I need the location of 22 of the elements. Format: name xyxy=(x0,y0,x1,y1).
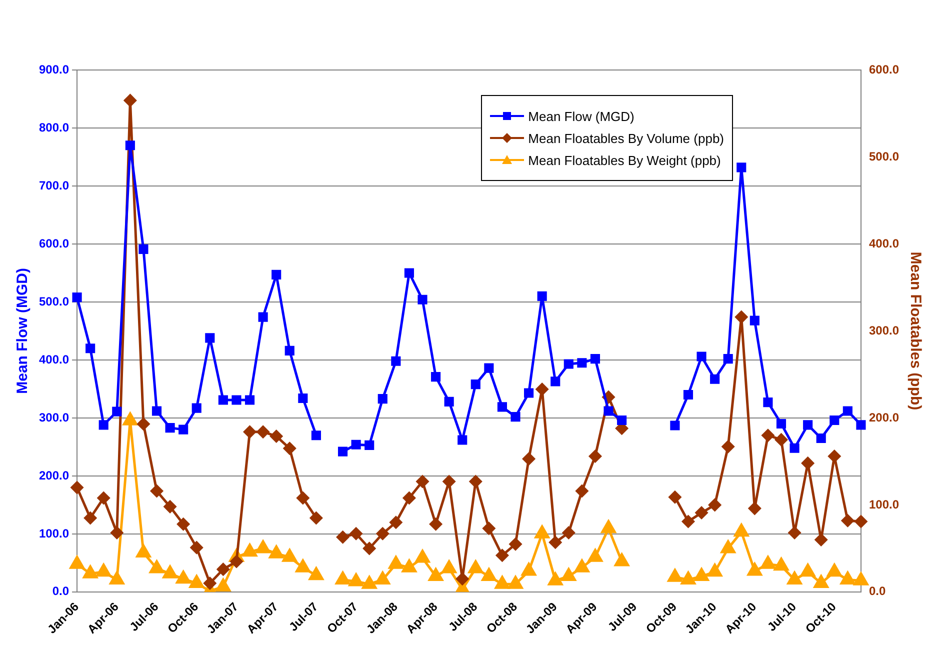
y-tick-label: 600.0 xyxy=(39,236,70,250)
y-tick-label: 700.0 xyxy=(39,178,70,192)
y-tick-label: 400.0 xyxy=(39,352,70,366)
y2-tick-label: 200.0 xyxy=(868,410,900,424)
y-tick-label: 900.0 xyxy=(39,62,70,76)
legend-label: Mean Floatables By Volume (ppb) xyxy=(528,130,724,146)
y-tick-label: 800.0 xyxy=(39,120,70,134)
y2-tick-label: 300.0 xyxy=(868,323,900,338)
y2-tick-label: 0.0 xyxy=(868,584,886,598)
y2-tick-label: 600.0 xyxy=(868,62,900,76)
y-tick-label: 0.0 xyxy=(52,584,70,598)
y-tick-label: 500.0 xyxy=(39,294,70,308)
y2-tick-label: 400.0 xyxy=(868,236,900,250)
y2-tick-label: 100.0 xyxy=(868,497,900,512)
legend-label: Mean Floatables By Weight (ppb) xyxy=(528,152,721,168)
y-tick-label: 200.0 xyxy=(39,468,70,482)
legend-label: Mean Flow (MGD) xyxy=(528,108,634,124)
y2-tick-label: 500.0 xyxy=(868,149,900,164)
y-axis-title: Mean Flow (MGD) xyxy=(14,268,32,394)
y-tick-label: 100.0 xyxy=(39,526,70,540)
y2-axis-title: Mean Floatables (ppb) xyxy=(906,252,924,410)
y-tick-label: 300.0 xyxy=(39,410,70,424)
